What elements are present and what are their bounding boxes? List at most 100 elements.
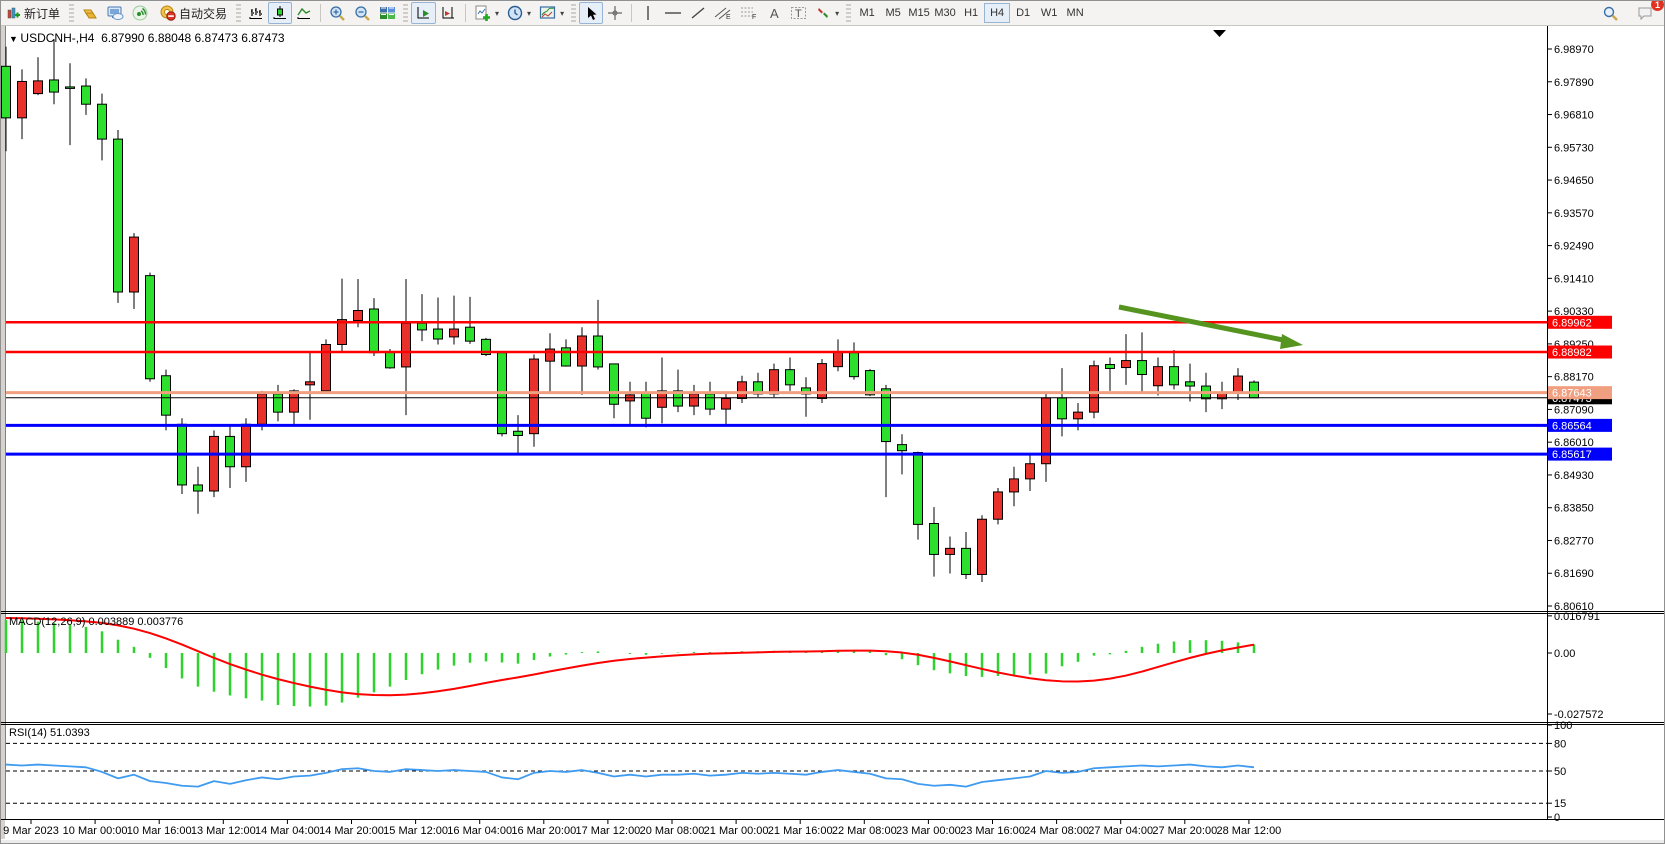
svg-text:0.016791: 0.016791 — [1554, 611, 1600, 623]
tf-h4-button[interactable]: H4 — [984, 3, 1011, 23]
chart-shift-marker[interactable] — [1213, 30, 1226, 37]
dropdown-caret: ▾ — [560, 8, 565, 18]
candle — [561, 347, 571, 367]
toolbar-separator — [320, 4, 322, 22]
svg-text:6.86564: 6.86564 — [1552, 420, 1592, 432]
time-axis-label: 27 Mar 20:00 — [1152, 825, 1217, 837]
tile-windows-icon — [380, 7, 396, 19]
search-button[interactable] — [1598, 2, 1623, 24]
time-axis-label: 21 Mar 00:00 — [704, 825, 769, 837]
notification-badge: 1 — [1651, 1, 1664, 11]
candle — [769, 369, 779, 395]
candle — [929, 522, 939, 555]
candle — [529, 358, 539, 435]
horizontal-line-button[interactable] — [660, 2, 686, 24]
signals-button[interactable] — [128, 2, 153, 24]
candle — [1137, 360, 1147, 376]
bar-chart-button[interactable] — [244, 2, 268, 24]
virtual-hosting-button[interactable] — [102, 2, 128, 24]
new-chart-button[interactable]: ▾ — [470, 2, 503, 24]
zoom-out-button[interactable] — [350, 2, 375, 24]
trendline-button[interactable] — [686, 2, 710, 24]
chart-shift-button[interactable] — [436, 2, 461, 24]
candle — [865, 370, 875, 396]
line-chart-button[interactable] — [292, 2, 316, 24]
new-order-button[interactable]: 新订单 — [1, 2, 66, 24]
toolbar-right: 1 — [1598, 1, 1664, 24]
svg-text:6.98970: 6.98970 — [1554, 44, 1594, 56]
chart-shift-icon — [442, 7, 455, 19]
tf-d1-button[interactable]: D1 — [1016, 7, 1031, 19]
svg-text:6.92490: 6.92490 — [1554, 241, 1594, 253]
svg-text:6.90330: 6.90330 — [1554, 306, 1594, 318]
tile-windows-button[interactable] — [375, 2, 400, 24]
horizontal-line-icon — [665, 12, 682, 14]
svg-text:6.89962: 6.89962 — [1552, 317, 1592, 329]
toolbar-grip — [403, 4, 409, 22]
crosshair-button[interactable] — [603, 2, 627, 24]
time-axis-label: 22 Mar 08:00 — [832, 825, 897, 837]
price-level-label — [1548, 418, 1612, 432]
candle — [993, 491, 1003, 520]
candle — [849, 352, 859, 378]
fibonacci-button[interactable]: F — [736, 2, 762, 24]
tf-m1-button[interactable]: M1 — [859, 7, 875, 19]
template-button[interactable]: ▾ — [535, 2, 568, 24]
time-axis-label: 13 Mar 12:00 — [191, 825, 256, 837]
svg-text:6.91410: 6.91410 — [1554, 273, 1594, 285]
auto-trading-button[interactable]: 自动交易 — [153, 2, 233, 24]
toolbar-separator — [465, 4, 467, 22]
tf-w1-button[interactable]: W1 — [1040, 7, 1058, 19]
tf-m5-button[interactable]: M5 — [885, 7, 901, 19]
candle-chart-button[interactable] — [268, 2, 293, 24]
arrows-button[interactable]: ▾ — [811, 2, 843, 24]
cursor-button[interactable] — [579, 2, 604, 24]
period-button[interactable]: ▾ — [503, 2, 535, 24]
time-axis-label: 10 Mar 16:00 — [127, 825, 192, 837]
auto-scroll-button[interactable] — [411, 2, 437, 24]
svg-text:6.83850: 6.83850 — [1554, 503, 1594, 515]
svg-text:6.94650: 6.94650 — [1554, 175, 1594, 187]
tf-mn-button[interactable]: MN — [1066, 7, 1084, 19]
text-button[interactable]: A — [762, 2, 786, 24]
toolbar-grip — [846, 4, 852, 22]
candle — [1249, 381, 1259, 399]
text-label-icon: T — [791, 7, 807, 20]
fibonacci-icon: F — [741, 7, 756, 21]
notifications-button[interactable]: 1 — [1633, 1, 1664, 24]
tf-h1-button[interactable]: H1 — [964, 7, 979, 19]
dropdown-caret: ▾ — [527, 8, 532, 18]
candle — [401, 322, 411, 368]
time-axis-label: 28 Mar 12:00 — [1216, 825, 1281, 837]
candle — [321, 343, 331, 392]
macd-label: MACD(12,26,9) 0.003889 0.003776 — [9, 616, 184, 628]
candle — [817, 363, 827, 399]
market-button[interactable] — [77, 2, 102, 24]
candle — [1121, 360, 1131, 369]
candle — [1057, 397, 1067, 420]
chart-collapse-icon[interactable]: ▼ — [9, 34, 21, 44]
svg-text:6.88982: 6.88982 — [1552, 347, 1592, 359]
candle — [289, 390, 299, 413]
arrows-icon — [818, 8, 829, 18]
candle — [913, 451, 923, 525]
channel-button[interactable]: E — [710, 2, 736, 24]
axis-labels-layer: 6.899626.889826.874736.876436.865646.856… — [1548, 315, 1612, 461]
trend-arrow-head — [1280, 334, 1303, 349]
vertical-line-button[interactable] — [636, 2, 660, 24]
candle — [545, 348, 555, 362]
chart-title[interactable]: ▼ USDCNH-,H4 6.87990 6.88048 6.87473 6.8… — [9, 31, 285, 45]
text-label-button[interactable]: T — [786, 2, 811, 24]
svg-text:F: F — [752, 14, 756, 21]
tf-m15-button[interactable]: M15 — [908, 7, 930, 19]
trend-arrow-annotation[interactable] — [1118, 304, 1284, 343]
zoom-in-button[interactable] — [325, 2, 350, 24]
candle — [1, 65, 11, 119]
tf-m30-button[interactable]: M30 — [934, 7, 956, 19]
time-axis-label: 16 Mar 20:00 — [511, 825, 576, 837]
signals-icon — [132, 5, 148, 21]
template-icon — [539, 6, 556, 19]
zoom-in-icon — [330, 5, 345, 21]
